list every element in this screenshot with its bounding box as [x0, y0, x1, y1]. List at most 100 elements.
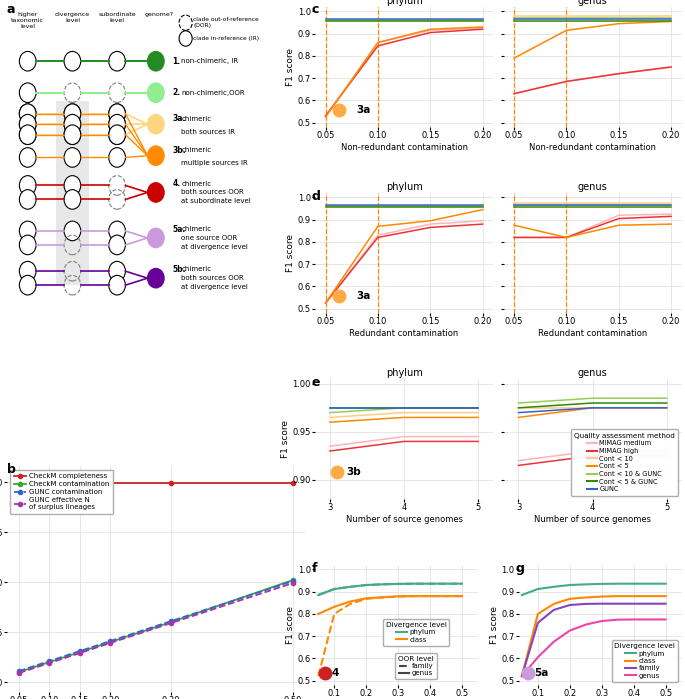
- Circle shape: [19, 175, 36, 195]
- phylum: [566, 581, 574, 589]
- GUNC effective N
of surplus lineages: [15, 669, 23, 677]
- Circle shape: [147, 268, 164, 288]
- Circle shape: [109, 275, 125, 295]
- Circle shape: [64, 115, 81, 134]
- Circle shape: [19, 261, 36, 281]
- phylum: [426, 579, 434, 588]
- family: [518, 672, 526, 680]
- Text: chimeric: chimeric: [181, 226, 211, 232]
- Text: 4: 4: [331, 668, 338, 678]
- CheckM contamination: [106, 638, 114, 647]
- family: [614, 600, 622, 608]
- Title: genus: genus: [577, 368, 608, 378]
- Circle shape: [109, 115, 125, 134]
- Circle shape: [64, 125, 81, 145]
- phylum: [330, 585, 338, 593]
- Text: 5b.: 5b.: [172, 265, 186, 274]
- Text: 2.: 2.: [172, 88, 180, 97]
- Legend: phylum, class, family, genus: phylum, class, family, genus: [612, 640, 678, 682]
- Text: 3b.: 3b.: [172, 146, 186, 155]
- class: [346, 597, 354, 605]
- Legend: family, genus: family, genus: [395, 653, 437, 679]
- class: [330, 603, 338, 611]
- Text: f: f: [312, 561, 317, 575]
- class: [458, 592, 466, 600]
- Circle shape: [109, 261, 125, 281]
- class: [662, 592, 670, 600]
- family: [582, 600, 590, 608]
- phylum: [597, 579, 606, 588]
- Text: genome?: genome?: [145, 13, 173, 17]
- Circle shape: [109, 147, 125, 167]
- CheckM completeness: [106, 479, 114, 487]
- class: [566, 595, 574, 603]
- Y-axis label: F1 score: F1 score: [286, 606, 295, 644]
- Circle shape: [19, 221, 36, 240]
- Text: chimeric: chimeric: [181, 116, 211, 122]
- class: [442, 592, 450, 600]
- Line: class: class: [319, 596, 462, 614]
- GUNC effective N
of surplus lineages: [167, 619, 175, 627]
- Text: at divergence level: at divergence level: [181, 244, 248, 250]
- Circle shape: [19, 125, 36, 145]
- Bar: [56, 101, 89, 285]
- Y-axis label: F1 score: F1 score: [286, 234, 295, 272]
- phylum: [394, 579, 402, 588]
- Circle shape: [64, 104, 81, 124]
- Circle shape: [109, 235, 125, 254]
- phylum: [550, 582, 558, 591]
- Circle shape: [147, 146, 164, 166]
- CheckM completeness: [76, 479, 84, 487]
- Text: 1.: 1.: [172, 57, 180, 66]
- CheckM contamination: [288, 576, 297, 584]
- Text: 3b: 3b: [346, 467, 361, 477]
- GUNC effective N
of surplus lineages: [288, 579, 297, 587]
- family: [645, 600, 653, 608]
- Circle shape: [147, 52, 164, 71]
- Circle shape: [19, 83, 36, 103]
- Circle shape: [19, 52, 36, 71]
- Circle shape: [64, 115, 81, 134]
- Text: b: b: [7, 463, 16, 476]
- class: [582, 593, 590, 602]
- Circle shape: [19, 147, 36, 167]
- Circle shape: [147, 228, 164, 247]
- genus: [645, 615, 653, 624]
- family: [662, 600, 670, 608]
- phylum: [645, 579, 653, 588]
- Text: chimeric: chimeric: [181, 147, 211, 154]
- Text: both sources IR: both sources IR: [181, 129, 235, 135]
- Line: family: family: [522, 604, 666, 676]
- Circle shape: [64, 221, 81, 240]
- Circle shape: [19, 275, 36, 295]
- Text: c: c: [312, 3, 319, 17]
- class: [614, 592, 622, 600]
- Line: class: class: [522, 596, 666, 676]
- Circle shape: [64, 175, 81, 195]
- Title: genus: genus: [577, 0, 608, 6]
- Line: GUNC effective N
of surplus lineages: GUNC effective N of surplus lineages: [17, 581, 295, 675]
- GUNC contamination: [76, 647, 84, 655]
- Text: both sources OOR: both sources OOR: [181, 189, 244, 196]
- Title: genus: genus: [577, 182, 608, 192]
- Title: phylum: phylum: [386, 0, 423, 6]
- CheckM completeness: [45, 479, 53, 487]
- family: [566, 601, 574, 610]
- Circle shape: [109, 221, 125, 240]
- Circle shape: [109, 115, 125, 134]
- GUNC contamination: [15, 667, 23, 675]
- Text: non-chimeric, IR: non-chimeric, IR: [181, 58, 238, 64]
- Circle shape: [109, 104, 125, 124]
- family: [550, 606, 558, 614]
- Title: phylum: phylum: [386, 368, 423, 378]
- Line: phylum: phylum: [522, 584, 666, 595]
- X-axis label: Non-redundant contamination: Non-redundant contamination: [340, 143, 468, 152]
- CheckM contamination: [167, 618, 175, 626]
- CheckM contamination: [15, 668, 23, 676]
- class: [534, 610, 542, 618]
- genus: [662, 615, 670, 624]
- Text: 3a.: 3a.: [172, 115, 186, 124]
- genus: [566, 626, 574, 635]
- Text: both sources OOR: both sources OOR: [181, 275, 244, 281]
- Line: genus: genus: [522, 619, 666, 676]
